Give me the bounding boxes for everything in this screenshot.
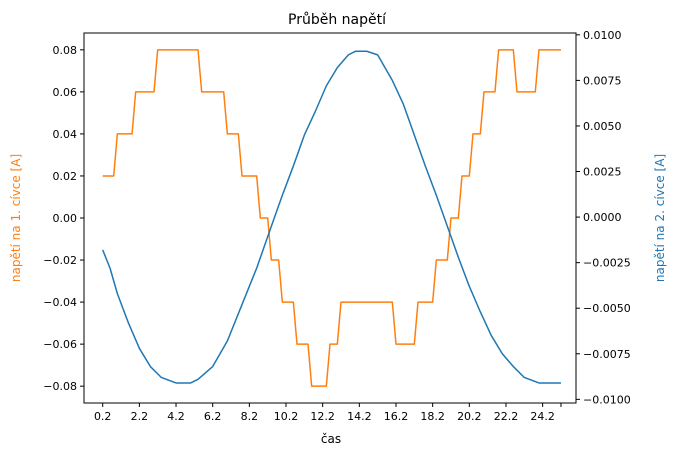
right-y-tick-label: 0.0000 <box>583 211 622 224</box>
x-tick-label: 18.2 <box>420 410 445 423</box>
left-y-tick-label: 0.08 <box>53 44 78 57</box>
x-tick-label: 20.2 <box>457 410 482 423</box>
x-tick-label: 8.2 <box>241 410 259 423</box>
x-tick-label: 0.2 <box>94 410 112 423</box>
series-line-right-axis <box>102 50 561 384</box>
left-y-tick-label: 0.04 <box>53 128 78 141</box>
chart-title: Průběh napětí <box>288 12 387 28</box>
right-y-tick-label: 0.0075 <box>583 74 622 87</box>
x-tick-label: 10.2 <box>274 410 299 423</box>
right-y-tick-label: 0.0050 <box>583 120 622 133</box>
left-y-tick-label: −0.06 <box>43 338 77 351</box>
right-y-tick-label: 0.0025 <box>583 166 622 179</box>
left-y-tick-label: 0.00 <box>53 212 78 225</box>
x-tick-label: 6.2 <box>204 410 222 423</box>
series-layer <box>102 49 561 387</box>
x-tick-label: 12.2 <box>310 410 335 423</box>
right-y-tick-label: −0.0025 <box>583 257 631 270</box>
x-tick-label: 2.2 <box>131 410 149 423</box>
right-y-tick-label: 0.0100 <box>583 29 622 42</box>
x-tick-label: 14.2 <box>347 410 372 423</box>
x-axis: 0.2 2.2 4.2 6.2 8.2 10.2 12.2 14.2 16.2 18.2 20.2 2… <box>94 403 562 423</box>
right-y-axis: −0.0100 −0.0075 −0.0050 −0.0025 0.0000 0.0025… <box>576 29 631 406</box>
right-y-tick-label: −0.0050 <box>583 302 631 315</box>
right-y-tick-label: −0.0075 <box>583 348 631 361</box>
left-y-axis: −0.08 −0.06 −0.04 −0.02 0.00 0.02 0.04 0.06 0.08 <box>43 44 84 393</box>
right-y-axis-label: napětí na 2. cívce [A] <box>653 154 667 282</box>
left-y-tick-label: 0.06 <box>53 86 78 99</box>
left-y-tick-label: 0.02 <box>53 170 78 183</box>
left-y-tick-label: −0.02 <box>43 254 77 267</box>
left-y-axis-label: napětí na 1. cívce [A] <box>9 154 23 282</box>
left-y-tick-label: −0.04 <box>43 296 77 309</box>
x-tick-label: 4.2 <box>167 410 185 423</box>
series-line-left-axis <box>102 49 561 387</box>
left-y-tick-label: −0.08 <box>43 380 77 393</box>
x-tick-label: 24.2 <box>530 410 555 423</box>
x-tick-label: 22.2 <box>494 410 519 423</box>
right-y-tick-label: −0.0100 <box>583 393 631 406</box>
x-axis-label: čas <box>321 432 341 446</box>
x-tick-label: 16.2 <box>384 410 409 423</box>
